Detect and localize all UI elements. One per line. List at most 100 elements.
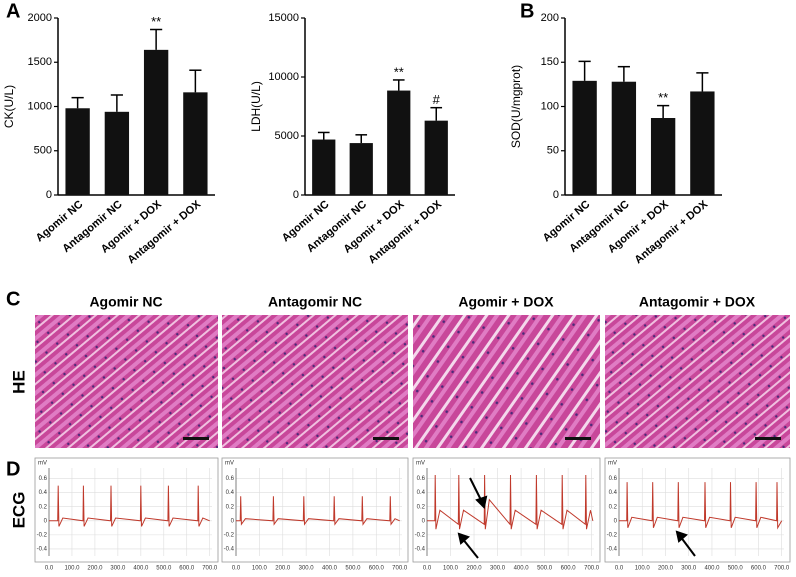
ecg-trace xyxy=(427,474,594,530)
y-tick-label: 0 xyxy=(553,189,559,201)
panel-label: D xyxy=(6,458,20,480)
arrow xyxy=(679,535,696,557)
x-tick-label: 600.0 xyxy=(561,566,577,572)
y-tick-label: 500 xyxy=(34,145,52,157)
significance: # xyxy=(433,92,441,107)
y-axis-label: LDH(U/L) xyxy=(249,81,263,132)
y-tick-label: 50 xyxy=(547,145,559,157)
y-tick-label: 200 xyxy=(541,12,559,24)
ecg-trace xyxy=(236,496,400,526)
bar xyxy=(349,143,373,195)
bar xyxy=(424,120,448,195)
y-axis-label: mV xyxy=(416,461,425,467)
y-tick-label: 0.2 xyxy=(226,504,235,510)
x-tick-label: 300.0 xyxy=(110,566,126,572)
histology-title: Antagomir + DOX xyxy=(639,294,756,310)
x-tick-label: 700.0 xyxy=(202,566,218,572)
y-axis-label: SOD(U/mgprot) xyxy=(509,65,523,148)
y-tick-label: -0.4 xyxy=(415,547,426,553)
ecg-frame xyxy=(221,457,409,563)
x-tick-label: 300.0 xyxy=(490,566,506,572)
bar xyxy=(611,81,637,195)
x-tick-label: 400.0 xyxy=(133,566,149,572)
y-axis-label: CK(U/L) xyxy=(2,85,16,128)
x-tick-label: 400.0 xyxy=(514,566,530,572)
x-tick-label: 500.0 xyxy=(345,566,361,572)
x-tick-label: 100.0 xyxy=(64,566,80,572)
arrow-head xyxy=(675,530,688,543)
panel-label: B xyxy=(520,0,534,22)
row-label: HE xyxy=(9,370,28,394)
x-tick-label: 0.0 xyxy=(423,566,432,572)
x-tick-label: 500.0 xyxy=(728,566,744,572)
panel-label: A xyxy=(6,0,20,22)
scale-bar xyxy=(565,437,591,440)
ecg-frame xyxy=(604,457,791,563)
x-tick-label: 700.0 xyxy=(774,566,790,572)
y-tick-label: -0.2 xyxy=(224,532,235,538)
x-tick-label: 0.0 xyxy=(45,566,54,572)
y-tick-label: 0.2 xyxy=(39,504,48,510)
x-tick-label: 700.0 xyxy=(584,566,600,572)
x-tick-label: 200.0 xyxy=(87,566,103,572)
arrow xyxy=(461,537,479,559)
significance: ** xyxy=(658,90,668,105)
scale-bar xyxy=(755,437,781,440)
bar xyxy=(143,49,169,195)
bar xyxy=(690,91,715,195)
x-tick-label: 700.0 xyxy=(392,566,408,572)
y-tick-label: 150 xyxy=(541,56,559,68)
y-tick-label: 15000 xyxy=(268,12,299,24)
panel-label: C xyxy=(6,288,20,310)
x-tick-label: 600.0 xyxy=(369,566,385,572)
y-tick-label: 1500 xyxy=(28,56,52,68)
histology-title: Agomir NC xyxy=(89,294,162,310)
scale-bar xyxy=(183,437,209,440)
y-tick-label: 0.4 xyxy=(226,490,235,496)
y-tick-label: 0 xyxy=(293,189,299,201)
ecg-frame xyxy=(34,457,219,563)
histology-image xyxy=(605,315,790,448)
x-tick-label: 200.0 xyxy=(467,566,483,572)
x-tick-label: 500.0 xyxy=(156,566,172,572)
y-tick-label: 0.6 xyxy=(417,476,426,482)
y-tick-label: 0.4 xyxy=(417,490,426,496)
y-tick-label: -0.4 xyxy=(607,547,618,553)
y-tick-label: -0.2 xyxy=(37,532,48,538)
bar xyxy=(650,118,676,195)
histology-image xyxy=(413,315,600,448)
y-tick-label: 0.6 xyxy=(226,476,235,482)
y-tick-label: 2000 xyxy=(28,12,52,24)
x-tick-label: 100.0 xyxy=(443,566,459,572)
histology-title: Antagomir NC xyxy=(268,294,362,310)
x-tick-label: 200.0 xyxy=(275,566,291,572)
y-tick-label: 0 xyxy=(614,518,618,524)
histology-image xyxy=(35,315,218,448)
bar xyxy=(183,92,208,195)
y-tick-label: -0.4 xyxy=(37,547,48,553)
y-tick-label: -0.4 xyxy=(224,547,235,553)
y-tick-label: -0.2 xyxy=(607,532,618,538)
x-tick-label: 200.0 xyxy=(658,566,674,572)
bar xyxy=(312,139,336,195)
x-tick-label: 400.0 xyxy=(322,566,338,572)
y-tick-label: 100 xyxy=(541,100,559,112)
bar xyxy=(387,90,411,195)
x-tick-label: 100.0 xyxy=(252,566,268,572)
bar xyxy=(104,111,130,195)
ecg-trace xyxy=(619,482,783,530)
ecg-frame xyxy=(412,457,601,563)
y-axis-label: mV xyxy=(225,461,234,467)
x-tick-label: Antagomir + DOX xyxy=(632,198,710,266)
y-tick-label: 1000 xyxy=(28,100,52,112)
y-tick-label: 0 xyxy=(231,518,235,524)
x-tick-label: 0.0 xyxy=(232,566,241,572)
bar xyxy=(65,108,90,195)
ecg-trace xyxy=(49,485,210,527)
arrow-head xyxy=(475,495,488,510)
x-tick-label: 600.0 xyxy=(751,566,767,572)
x-tick-label: 500.0 xyxy=(537,566,553,572)
y-tick-label: 5000 xyxy=(275,130,299,142)
x-tick-label: 300.0 xyxy=(299,566,315,572)
